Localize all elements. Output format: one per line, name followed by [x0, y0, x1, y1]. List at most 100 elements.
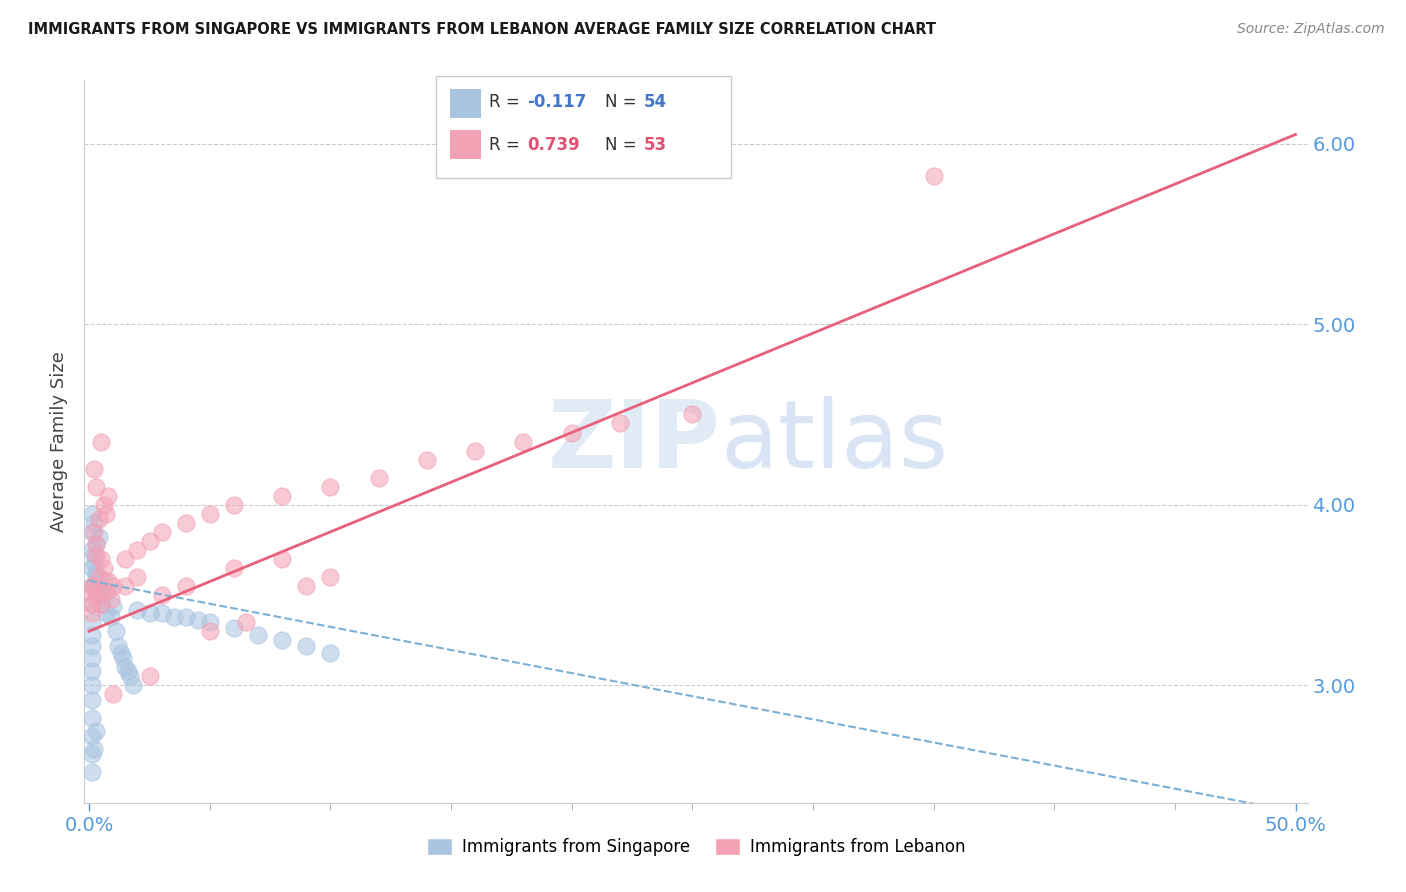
Point: [609, 417, 631, 431]
Text: Source: ZipAtlas.com: Source: ZipAtlas.com: [1237, 22, 1385, 37]
Point: [94, 507, 117, 521]
Point: [80, 678, 103, 692]
Point: [103, 579, 125, 593]
Point: [87, 588, 110, 602]
Point: [80, 664, 103, 678]
Point: [117, 664, 139, 678]
Point: [80, 507, 103, 521]
Point: [83, 461, 105, 475]
Point: [103, 687, 125, 701]
Point: [83, 549, 105, 563]
Point: [198, 624, 221, 639]
Text: N =: N =: [605, 93, 641, 111]
Point: [93, 574, 115, 588]
Point: [87, 570, 110, 584]
Point: [319, 480, 342, 494]
Point: [80, 628, 103, 642]
Point: [174, 609, 197, 624]
Point: [681, 408, 703, 422]
Point: [86, 537, 108, 551]
Point: [127, 602, 149, 616]
Point: [80, 615, 103, 630]
Point: [114, 552, 136, 566]
Point: [138, 533, 160, 548]
Point: [80, 651, 103, 665]
Point: [100, 591, 122, 606]
Text: R =: R =: [489, 136, 526, 153]
Point: [97, 574, 120, 588]
Point: [247, 628, 270, 642]
Point: [319, 570, 342, 584]
Point: [198, 615, 221, 630]
Point: [367, 470, 389, 484]
Point: [80, 579, 103, 593]
Point: [97, 489, 120, 503]
Point: [80, 542, 103, 557]
Point: [86, 549, 108, 563]
Point: [94, 584, 117, 599]
Text: 53: 53: [644, 136, 666, 153]
Point: [83, 524, 105, 539]
Point: [174, 516, 197, 530]
Point: [80, 561, 103, 575]
Point: [271, 633, 294, 648]
Point: [80, 639, 103, 653]
Point: [86, 570, 108, 584]
Point: [111, 651, 134, 665]
Text: N =: N =: [605, 136, 641, 153]
Point: [93, 561, 115, 575]
Point: [127, 570, 149, 584]
Point: [222, 498, 245, 512]
Point: [80, 524, 103, 539]
Point: [174, 579, 197, 593]
Y-axis label: Average Family Size: Average Family Size: [49, 351, 67, 532]
Point: [103, 599, 125, 613]
Text: IMMIGRANTS FROM SINGAPORE VS IMMIGRANTS FROM LEBANON AVERAGE FAMILY SIZE CORRELA: IMMIGRANTS FROM SINGAPORE VS IMMIGRANTS …: [28, 22, 936, 37]
Point: [114, 579, 136, 593]
Text: 54: 54: [644, 93, 666, 111]
Point: [187, 613, 209, 627]
Point: [87, 530, 110, 544]
Point: [83, 556, 105, 570]
Text: -0.117: -0.117: [527, 93, 586, 111]
Point: [80, 579, 103, 593]
Text: ZIP: ZIP: [547, 395, 720, 488]
Point: [90, 552, 112, 566]
Point: [86, 723, 108, 738]
Point: [94, 606, 117, 620]
Point: [150, 524, 173, 539]
Point: [127, 542, 149, 557]
Point: [86, 588, 108, 602]
Point: [90, 597, 112, 611]
Point: [271, 552, 294, 566]
Point: [271, 489, 294, 503]
Point: [100, 609, 122, 624]
Text: R =: R =: [489, 93, 526, 111]
Point: [464, 443, 486, 458]
Point: [80, 747, 103, 761]
Point: [150, 606, 173, 620]
Point: [138, 669, 160, 683]
Point: [80, 711, 103, 725]
Point: [150, 588, 173, 602]
Point: [90, 597, 112, 611]
Point: [319, 646, 342, 660]
Point: [90, 434, 112, 449]
Point: [86, 480, 108, 494]
Point: [416, 452, 439, 467]
Point: [107, 639, 129, 653]
Point: [93, 498, 115, 512]
Point: [222, 621, 245, 635]
Text: 0.739: 0.739: [527, 136, 581, 153]
Point: [86, 566, 108, 581]
Point: [138, 606, 160, 620]
Point: [83, 516, 105, 530]
Point: [162, 609, 184, 624]
Point: [561, 425, 583, 440]
Point: [222, 561, 245, 575]
Point: [120, 669, 142, 683]
Point: [83, 579, 105, 593]
Point: [80, 729, 103, 743]
Point: [512, 434, 534, 449]
Legend: Immigrants from Singapore, Immigrants from Lebanon: Immigrants from Singapore, Immigrants fr…: [420, 831, 972, 863]
